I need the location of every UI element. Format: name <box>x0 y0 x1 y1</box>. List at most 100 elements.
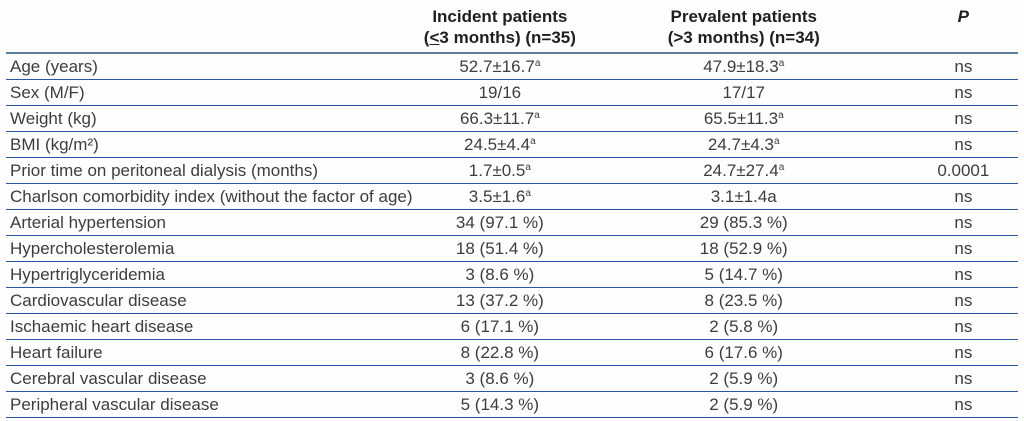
cell-p-value: ns <box>908 79 1018 106</box>
incident-value-text: 5 (14.3 %) <box>460 395 540 414</box>
cell-prevalent-value: 3.1±1.4a <box>578 183 909 210</box>
incident-value-text: 13 (37.2 %) <box>455 291 544 310</box>
cell-p-value: ns <box>908 183 1018 210</box>
table-row: BMI (kg/m²) 24.5±4.4a 24.7±4.3a ns <box>6 131 1018 158</box>
incident-value-text: 3 (8.6 %) <box>465 265 535 284</box>
cell-incident-value: 24.5±4.4a <box>420 131 579 158</box>
p-value-text: ns <box>954 317 973 336</box>
cell-p-value: ns <box>908 391 1018 418</box>
header-prevalent-line1: Prevalent patients <box>670 7 817 26</box>
cell-p-value: ns <box>908 287 1018 314</box>
prevalent-value-text: 2 (5.8 %) <box>709 317 779 336</box>
header-p-value: P <box>908 0 1018 54</box>
prevalent-value-text: 2 (5.9 %) <box>709 369 779 388</box>
incident-value-text: 66.3±11.7 <box>459 109 535 128</box>
cell-p-value: ns <box>908 105 1018 132</box>
p-value-text: ns <box>954 291 973 310</box>
cell-p-value: ns <box>908 313 1018 340</box>
prevalent-value-text: 47.9±18.3 <box>703 57 779 76</box>
cell-incident-value: 8 (22.8 %) <box>420 339 579 366</box>
prevalent-superscript-a: a <box>778 162 785 173</box>
cell-incident-value: 3 (8.6 %) <box>420 365 579 392</box>
row-label: BMI (kg/m²) <box>6 131 421 158</box>
p-value-text: ns <box>954 83 973 102</box>
incident-superscript-a: a <box>530 136 536 147</box>
cell-incident-value: 18 (51.4 %) <box>420 235 579 262</box>
prevalent-value-text: 8 (23.5 %) <box>704 291 783 310</box>
cell-incident-value: 6 (17.1 %) <box>420 313 579 340</box>
row-label: Cerebral vascular disease <box>6 365 421 392</box>
row-label: Weight (kg) <box>6 105 421 132</box>
cell-incident-value: 52.7±16.7a <box>420 53 579 80</box>
table-row: Arterial hypertension 34 (97.1 %) 29 (85… <box>6 209 1018 236</box>
cell-prevalent-value: 6 (17.6 %) <box>578 339 909 366</box>
cell-p-value: ns <box>908 365 1018 392</box>
incident-value-text: 52.7±16.7 <box>459 57 535 76</box>
incident-superscript-a: a <box>534 58 541 69</box>
cell-incident-value: 13 (37.2 %) <box>420 287 579 314</box>
p-value-text: ns <box>954 395 973 414</box>
cell-prevalent-value: 17/17 <box>578 79 909 106</box>
cell-prevalent-value: 24.7±27.4a <box>578 157 909 184</box>
cell-incident-value: 34 (97.1 %) <box>420 209 579 236</box>
cell-p-value: ns <box>908 131 1018 158</box>
prevalent-superscript-a: a <box>778 58 785 69</box>
row-label: Peripheral vascular disease <box>6 391 421 418</box>
p-value-text: ns <box>954 213 973 232</box>
header-row: Incident patients (<3 months) (n=35) Pre… <box>6 0 1018 54</box>
cell-prevalent-value: 18 (52.9 %) <box>578 235 909 262</box>
incident-value-text: 34 (97.1 %) <box>455 213 544 232</box>
cell-prevalent-value: 29 (85.3 %) <box>578 209 909 236</box>
prevalent-value-text: 17/17 <box>722 83 765 102</box>
cell-prevalent-value: 8 (23.5 %) <box>578 287 909 314</box>
row-label: Cardiovascular disease <box>6 287 421 314</box>
cell-incident-value: 5 (14.3 %) <box>420 391 579 418</box>
incident-value-text: 6 (17.1 %) <box>460 317 540 336</box>
incident-superscript-a: a <box>534 110 540 121</box>
cell-p-value: ns <box>908 209 1018 236</box>
row-label: Age (years) <box>6 53 421 80</box>
prevalent-value-text: 65.5±11.3 <box>703 109 779 128</box>
table-row: Sex (M/F) 19/16 17/17 ns <box>6 79 1018 106</box>
p-value-text: ns <box>954 343 973 362</box>
table-row: Peripheral vascular disease 5 (14.3 %) 2… <box>6 391 1018 418</box>
table-row: Weight (kg) 66.3±11.7a 65.5±11.3a ns <box>6 105 1018 132</box>
header-prevalent-patients: Prevalent patients (>3 months) (n=34) <box>578 0 909 54</box>
incident-value-text: 3.5±1.6 <box>468 187 526 206</box>
cell-p-value: 0.0001 <box>908 157 1018 184</box>
table-row: Ischaemic heart disease 6 (17.1 %) 2 (5.… <box>6 313 1018 340</box>
table-row: Cardiovascular disease 13 (37.2 %) 8 (23… <box>6 287 1018 314</box>
row-label: Sex (M/F) <box>6 79 421 106</box>
prevalent-value-text: 3.1±1.4a <box>710 187 777 206</box>
cell-p-value: ns <box>908 261 1018 288</box>
prevalent-value-text: 24.7±27.4 <box>703 161 779 180</box>
table-row: Hypercholesterolemia 18 (51.4 %) 18 (52.… <box>6 235 1018 262</box>
p-value-text: ns <box>954 57 973 76</box>
table-body: Age (years) 52.7±16.7a 47.9±18.3a ns Sex… <box>6 53 1018 418</box>
prevalent-value-text: 29 (85.3 %) <box>699 213 788 232</box>
table-row: Charlson comorbidity index (without the … <box>6 183 1018 210</box>
header-prevalent-line2: (>3 months) (n=34) <box>667 28 820 47</box>
header-incident-line2: (<3 months) (n=35) <box>423 28 576 47</box>
prevalent-value-text: 6 (17.6 %) <box>704 343 783 362</box>
cell-incident-value: 19/16 <box>420 79 579 106</box>
prevalent-superscript-a: a <box>778 110 784 121</box>
cell-prevalent-value: 5 (14.7 %) <box>578 261 909 288</box>
patient-characteristics-table: Incident patients (<3 months) (n=35) Pre… <box>6 0 1018 418</box>
table-header: Incident patients (<3 months) (n=35) Pre… <box>6 0 1018 54</box>
header-incident-line1: Incident patients <box>432 7 568 26</box>
row-label: Hypercholesterolemia <box>6 235 421 262</box>
cell-incident-value: 3 (8.6 %) <box>420 261 579 288</box>
cell-prevalent-value: 24.7±4.3a <box>578 131 909 158</box>
cell-prevalent-value: 47.9±18.3a <box>578 53 909 80</box>
incident-value-text: 3 (8.6 %) <box>465 369 535 388</box>
less-than-or-equal-glyph: < <box>429 28 440 47</box>
prevalent-value-text: 5 (14.7 %) <box>704 265 783 284</box>
p-value-text: ns <box>954 187 973 206</box>
table-row: Hypertriglyceridemia 3 (8.6 %) 5 (14.7 %… <box>6 261 1018 288</box>
header-incident-patients: Incident patients (<3 months) (n=35) <box>420 0 579 54</box>
incident-value-text: 19/16 <box>478 83 522 102</box>
p-value-text: ns <box>954 135 973 154</box>
cell-p-value: ns <box>908 339 1018 366</box>
